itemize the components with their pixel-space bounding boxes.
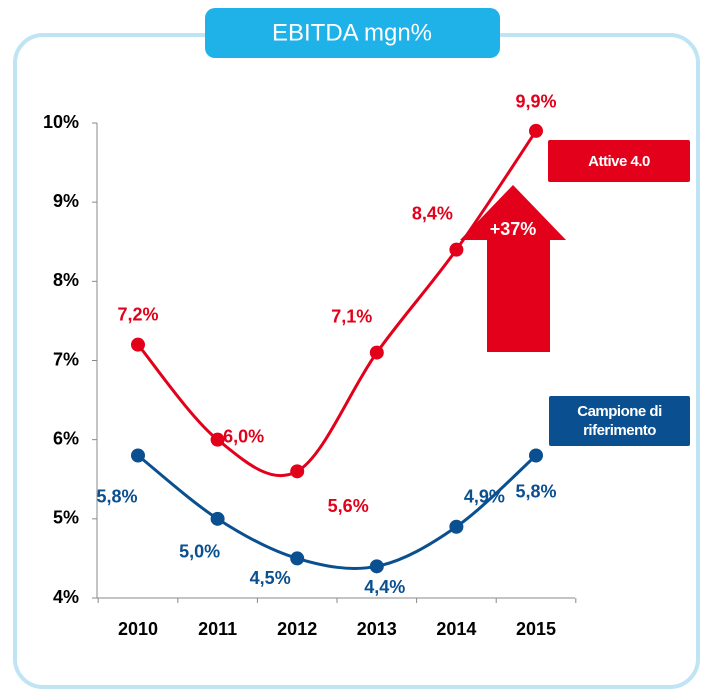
- point: [290, 464, 305, 479]
- y-tick-label: 5%: [53, 508, 79, 528]
- data-label: 8,4%: [412, 203, 453, 223]
- data-label: 9,9%: [515, 92, 556, 112]
- y-tick-label: 6%: [53, 428, 79, 448]
- data-label: 5,0%: [179, 542, 220, 562]
- x-tick-label: 2010: [118, 619, 158, 639]
- data-label: 4,5%: [250, 568, 291, 588]
- panel: [13, 33, 700, 689]
- x-tick-label: 2011: [198, 619, 237, 639]
- x-tick-label: 2015: [516, 619, 556, 639]
- data-label: 7,1%: [331, 306, 372, 326]
- data-label: 6,0%: [223, 426, 264, 446]
- data-label: 5,6%: [328, 496, 369, 516]
- chart-title: EBITDA mgn%: [272, 19, 432, 46]
- point: [210, 511, 225, 526]
- point: [290, 551, 305, 566]
- annotation: +37%: [490, 219, 537, 239]
- point: [529, 123, 543, 138]
- legend-item: Campione di riferimento: [549, 396, 690, 446]
- point: [131, 337, 145, 352]
- y-tick-label: 7%: [53, 349, 79, 369]
- x-tick-label: 2014: [436, 619, 476, 639]
- y-tick-label: 8%: [53, 270, 79, 290]
- point: [369, 559, 384, 574]
- data-label: 7,2%: [117, 304, 158, 324]
- x-tick-label: 2013: [357, 619, 397, 639]
- line: [137, 454, 538, 570]
- point: [369, 345, 384, 360]
- x-tick-label: 2012: [277, 619, 317, 639]
- legend-item: Attive 4.0: [548, 140, 690, 182]
- data-label: 5,8%: [96, 486, 137, 506]
- data-label: 4,9%: [464, 487, 505, 507]
- point: [449, 242, 464, 257]
- y-tick-label: 9%: [53, 191, 79, 211]
- data-label: 4,4%: [364, 577, 405, 597]
- point: [449, 519, 464, 534]
- point: [210, 432, 225, 447]
- arrow: [460, 185, 566, 352]
- title-box: [205, 8, 500, 58]
- y-tick-label: 10%: [43, 112, 79, 132]
- y-tick-label: 4%: [53, 587, 79, 607]
- point: [131, 448, 145, 463]
- data-label: 5,8%: [515, 481, 556, 501]
- line: [136, 130, 538, 478]
- point: [529, 448, 543, 463]
